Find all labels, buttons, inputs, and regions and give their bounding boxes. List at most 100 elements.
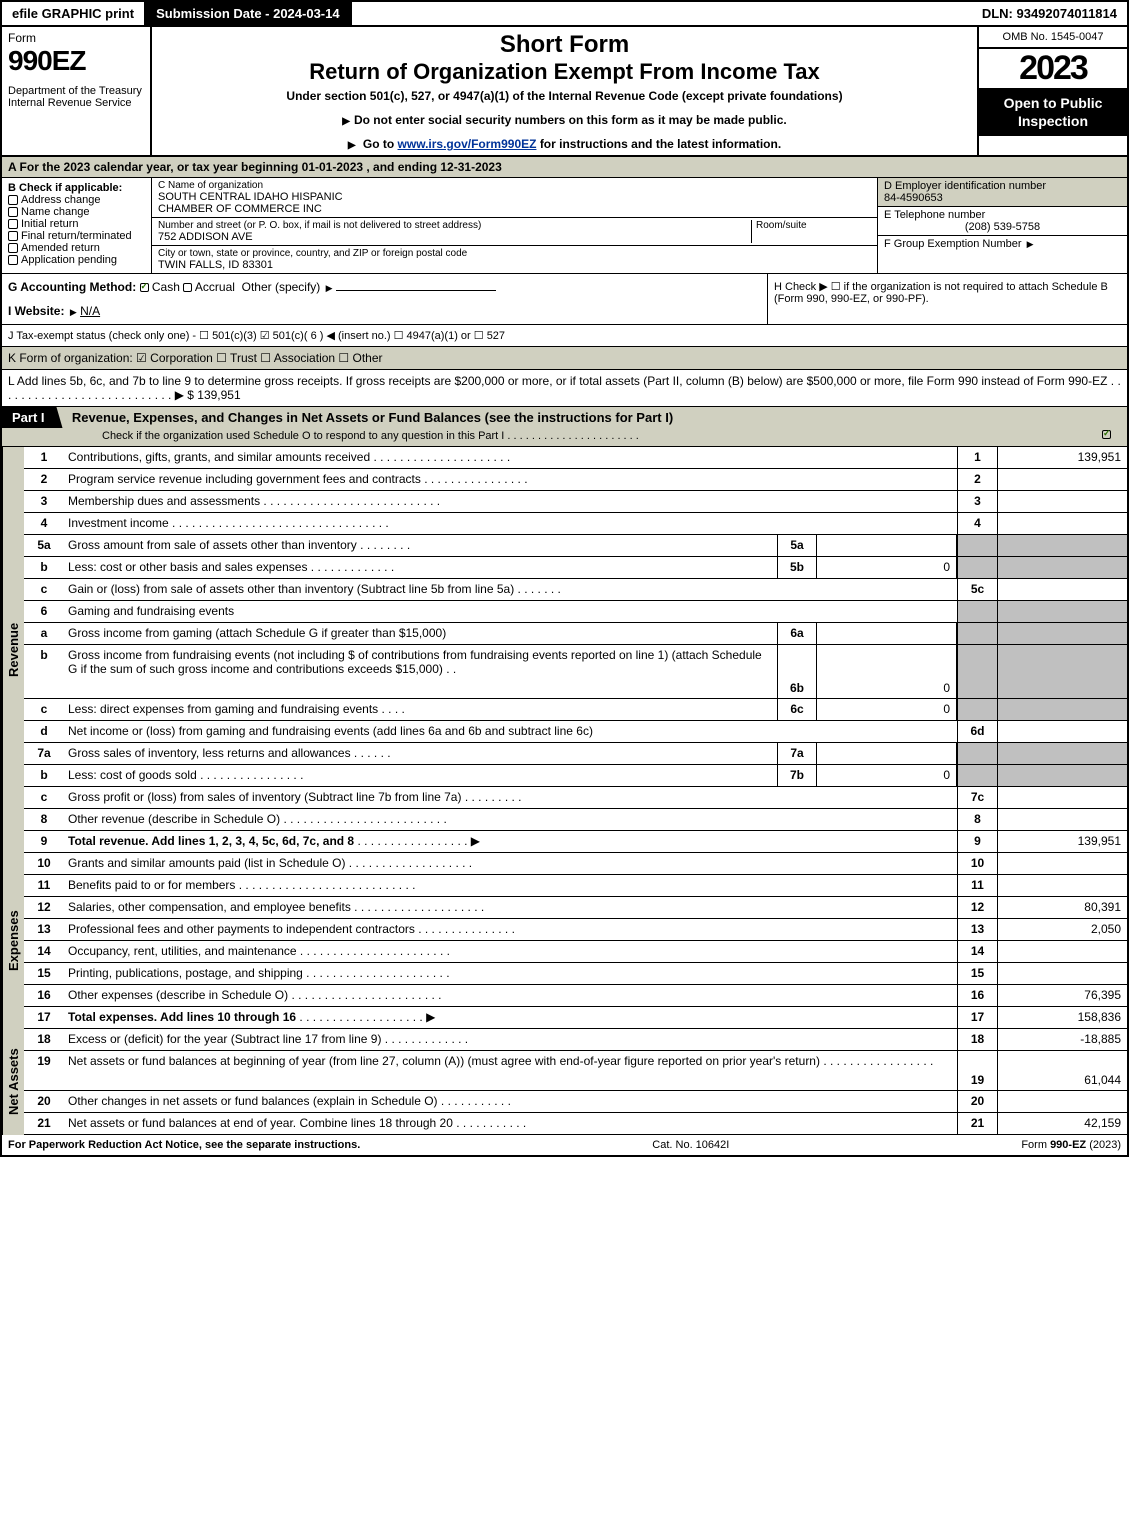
dept-label: Department of the Treasury Internal Reve… [8,85,144,109]
line-num: 2 [24,469,64,490]
short-form-title: Short Form [158,31,971,59]
line-right-num: 6d [957,721,997,742]
check-cash[interactable] [140,283,149,292]
arrow-icon [68,304,77,318]
box-def: D Employer identification number 84-4590… [877,178,1127,273]
line-right-num: 17 [957,1007,997,1028]
efile-button[interactable]: efile GRAPHIC print [2,2,146,25]
line-right-num [957,557,997,578]
line-12: 12 Salaries, other compensation, and emp… [24,897,1129,919]
check-schedule-o[interactable] [1102,430,1111,439]
line-desc: Membership dues and assessments . . . . … [64,491,957,512]
line-right-num: 2 [957,469,997,490]
line-right-val [997,721,1127,742]
line-6c: c Less: direct expenses from gaming and … [24,699,1129,721]
part1-header: Part I Revenue, Expenses, and Changes in… [0,407,1129,447]
line-right-num: 19 [957,1051,997,1090]
top-bar: efile GRAPHIC print Submission Date - 20… [0,0,1129,27]
other-specify-input[interactable] [336,290,496,291]
line-desc: Gross income from fundraising events (no… [64,645,777,698]
line-desc: Gaming and fundraising events [64,601,957,622]
line-num: 13 [24,919,64,940]
check-application-pending[interactable] [8,255,18,265]
line-num: d [24,721,64,742]
city-value: TWIN FALLS, ID 83301 [158,259,871,271]
line-6d: d Net income or (loss) from gaming and f… [24,721,1129,743]
omb-number: OMB No. 1545-0047 [979,27,1127,49]
sub-box: 6a [777,623,817,644]
lbl-initial-return: Initial return [21,218,78,230]
row-h: H Check ▶ ☐ if the organization is not r… [767,274,1127,324]
line-right-num: 16 [957,985,997,1006]
row-a-text: A For the 2023 calendar year, or tax yea… [8,160,502,174]
line-right-val [997,469,1127,490]
line-right-num [957,601,997,622]
lbl-final-return: Final return/terminated [21,230,132,242]
website-value: N/A [80,304,100,318]
line-right-val: 2,050 [997,919,1127,940]
line-num: 16 [24,985,64,1006]
line-right-val: 42,159 [997,1113,1127,1134]
check-name-change[interactable] [8,207,18,217]
sub-val [817,623,957,644]
part1-title: Revenue, Expenses, and Changes in Net As… [66,408,679,427]
check-address-change[interactable] [8,195,18,205]
section-bcdef: B Check if applicable: Address change Na… [0,178,1129,274]
sub-box: 5b [777,557,817,578]
ein-row: D Employer identification number 84-4590… [878,178,1127,207]
line-desc: Benefits paid to or for members . . . . … [64,875,957,896]
arrow-icon [324,280,333,294]
lbl-city: City or town, state or province, country… [158,248,871,259]
lbl-room: Room/suite [756,220,871,231]
row-j: J Tax-exempt status (check only one) - ☐… [0,325,1129,347]
line-num: b [24,557,64,578]
line-desc: Other changes in net assets or fund bala… [64,1091,957,1112]
line-right-num: 21 [957,1113,997,1134]
line-desc: Other expenses (describe in Schedule O) … [64,985,957,1006]
irs-link[interactable]: www.irs.gov/Form990EZ [398,137,537,151]
expenses-group: Expenses 10 Grants and similar amounts p… [0,853,1129,1029]
row-i: I Website: N/A [8,304,761,318]
check-initial-return[interactable] [8,219,18,229]
line-right-val [997,623,1127,644]
org-name-2: CHAMBER OF COMMERCE INC [158,203,871,215]
line-13: 13 Professional fees and other payments … [24,919,1129,941]
line-right-num [957,535,997,556]
vert-netassets: Net Assets [2,1029,24,1135]
check-accrual[interactable] [183,283,192,292]
line-num: c [24,579,64,600]
line-right-val [997,765,1127,786]
line-desc: Net assets or fund balances at beginning… [64,1051,957,1090]
line-right-val [997,557,1127,578]
row-g: G Accounting Method: Cash Accrual Other … [2,274,767,324]
line-desc: Net income or (loss) from gaming and fun… [64,721,957,742]
lbl-address: Number and street (or P. O. box, if mail… [158,220,751,231]
main-title: Return of Organization Exempt From Incom… [158,59,971,85]
check-amended-return[interactable] [8,243,18,253]
vert-revenue: Revenue [2,447,24,853]
line-7c: c Gross profit or (loss) from sales of i… [24,787,1129,809]
line-desc: Excess or (deficit) for the year (Subtra… [64,1029,957,1050]
submission-date-button[interactable]: Submission Date - 2024-03-14 [146,2,352,25]
lbl-org-name: C Name of organization [158,180,871,191]
line-right-num: 14 [957,941,997,962]
sub-box: 6c [777,699,817,720]
goto-post: for instructions and the latest informat… [540,137,781,151]
lbl-address-change: Address change [21,194,101,206]
line-5b: b Less: cost or other basis and sales ex… [24,557,1129,579]
check-final-return[interactable] [8,231,18,241]
line-20: 20 Other changes in net assets or fund b… [24,1091,1129,1113]
lbl-amended-return: Amended return [21,242,100,254]
sub-val: 0 [817,699,957,720]
box-b: B Check if applicable: Address change Na… [2,178,152,273]
line-right-num: 18 [957,1029,997,1050]
line-16: 16 Other expenses (describe in Schedule … [24,985,1129,1007]
line-right-num: 5c [957,579,997,600]
line-right-val: -18,885 [997,1029,1127,1050]
lbl-website: I Website: [8,304,64,318]
group-exempt-row: F Group Exemption Number [878,236,1127,252]
page-footer: For Paperwork Reduction Act Notice, see … [0,1135,1129,1157]
part1-check-note: Check if the organization used Schedule … [2,428,1127,446]
footer-center: Cat. No. 10642I [652,1139,729,1151]
line-num: 3 [24,491,64,512]
